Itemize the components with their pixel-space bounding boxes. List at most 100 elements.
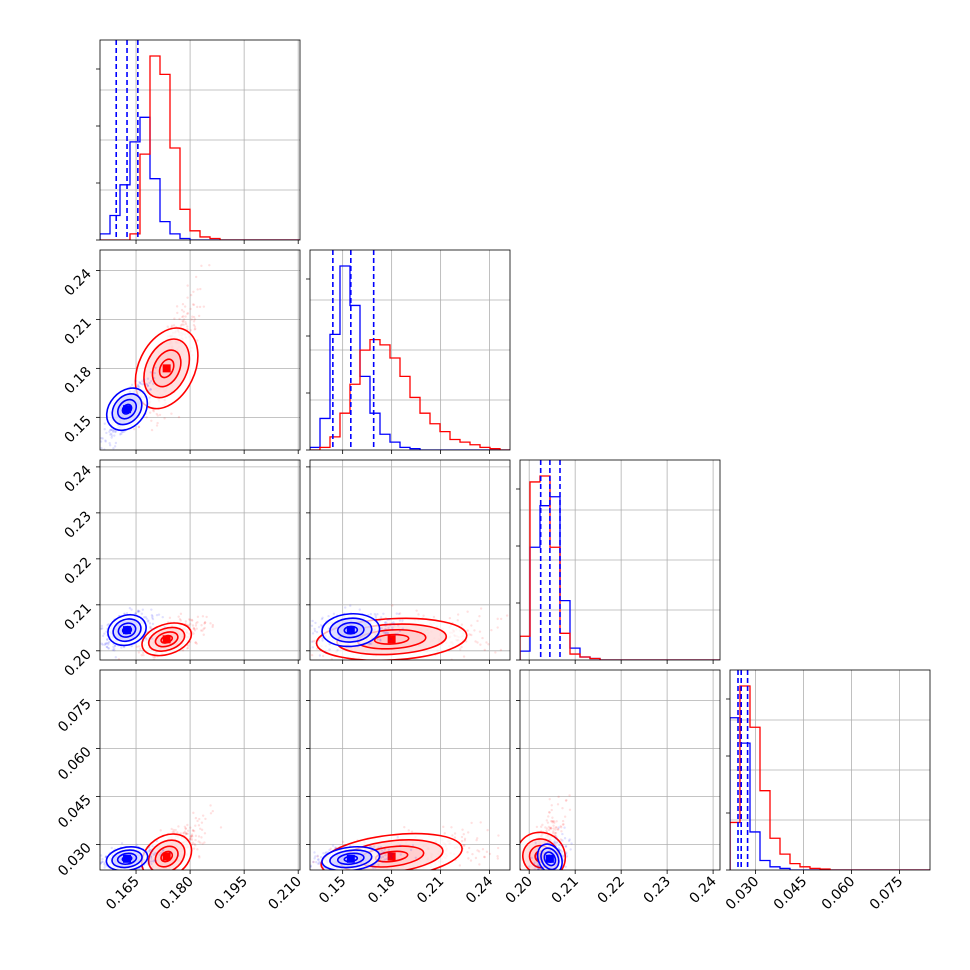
scatter-point xyxy=(113,878,115,880)
scatter-point xyxy=(190,835,193,838)
scatter-point xyxy=(188,618,191,621)
scatter-point xyxy=(330,658,334,660)
scatter-point xyxy=(184,321,187,324)
scatter-point xyxy=(100,862,102,865)
scatter-point xyxy=(409,848,413,852)
scatter-point xyxy=(148,848,151,852)
scatter-point xyxy=(197,840,200,843)
scatter-point xyxy=(463,844,466,847)
y-tick-label: 0.22 xyxy=(61,554,94,587)
y-tick-label: 0.24 xyxy=(61,462,94,495)
scatter-point xyxy=(316,862,320,865)
scatter-point xyxy=(317,639,320,642)
panel-frame xyxy=(729,669,931,871)
scatter-point xyxy=(392,621,395,624)
scatter-point xyxy=(219,826,223,829)
panel-frame xyxy=(99,39,301,241)
scatter-point xyxy=(553,842,557,846)
scatter-point xyxy=(382,631,385,634)
scatter-point xyxy=(182,315,185,318)
scatter-point xyxy=(318,654,322,657)
y-tick-label: 0.18 xyxy=(61,364,94,397)
scatter-point xyxy=(172,828,175,832)
scatter-point xyxy=(152,655,155,658)
scatter-point xyxy=(458,864,462,867)
scatter-point xyxy=(324,851,327,855)
scatter-point xyxy=(376,612,379,616)
scatter-point xyxy=(200,821,204,824)
scatter-point xyxy=(198,305,202,309)
scatter-point xyxy=(399,844,402,847)
scatter-point xyxy=(547,874,549,876)
scatter-point xyxy=(191,624,195,627)
scatter-point xyxy=(119,875,121,877)
y-tick-label: 0.21 xyxy=(61,315,94,348)
x-tick-label: 0.18 xyxy=(365,874,398,907)
scatter-point xyxy=(401,619,404,622)
scatter-point xyxy=(488,852,492,856)
scatter-point xyxy=(192,323,196,327)
scatter-point xyxy=(379,845,383,849)
x-tick-label: 0.23 xyxy=(641,874,674,907)
scatter-point xyxy=(146,377,150,380)
scatter-point xyxy=(460,623,464,626)
panel-0-0 xyxy=(96,39,301,244)
scatter-point xyxy=(383,848,387,851)
scatter-point xyxy=(136,385,140,388)
scatter-point xyxy=(565,852,568,856)
scatter-point xyxy=(313,851,316,854)
scatter-point xyxy=(403,825,406,829)
scatter-point xyxy=(317,858,320,861)
scatter-point xyxy=(188,618,192,621)
red-histogram xyxy=(730,685,930,870)
scatter-point xyxy=(108,430,111,433)
scatter-point xyxy=(189,835,192,838)
scatter-point xyxy=(321,654,325,658)
scatter-point xyxy=(443,832,446,835)
scatter-point xyxy=(486,828,489,832)
scatter-point xyxy=(161,615,164,619)
scatter-point xyxy=(546,871,548,873)
scatter-point xyxy=(193,325,197,328)
scatter-point xyxy=(548,826,552,830)
blue-histogram xyxy=(730,717,930,870)
scatter-point xyxy=(530,872,532,874)
scatter-point xyxy=(161,873,163,875)
scatter-point xyxy=(138,381,142,385)
scatter-point xyxy=(191,303,195,306)
scatter-point xyxy=(194,838,197,842)
scatter-point xyxy=(112,430,115,434)
scatter-point xyxy=(332,612,336,615)
scatter-point xyxy=(197,835,201,838)
scatter-point xyxy=(96,645,98,647)
scatter-point xyxy=(442,825,445,829)
scatter-point xyxy=(186,312,189,315)
scatter-point xyxy=(151,616,154,619)
scatter-point xyxy=(292,643,294,645)
scatter-point xyxy=(548,839,551,842)
scatter-point xyxy=(563,837,567,840)
scatter-point xyxy=(385,622,388,625)
scatter-point xyxy=(555,820,558,823)
scatter-point xyxy=(389,623,392,627)
scatter-point xyxy=(534,877,536,879)
panel-frame xyxy=(309,669,511,871)
scatter-point xyxy=(312,640,315,643)
scatter-point xyxy=(466,610,469,613)
scatter-point xyxy=(138,385,141,389)
scatter-point xyxy=(469,859,473,862)
grid xyxy=(310,250,510,450)
scatter-point xyxy=(315,630,319,634)
scatter-point xyxy=(485,850,489,854)
scatter-point xyxy=(565,851,568,854)
scatter-point xyxy=(194,824,197,827)
scatter-point xyxy=(476,619,479,623)
scatter-point xyxy=(343,606,347,609)
scatter-point xyxy=(192,290,195,294)
plot-area xyxy=(730,670,930,870)
scatter-point xyxy=(189,329,193,332)
scatter-point xyxy=(568,794,571,797)
scatter-point xyxy=(163,417,166,420)
scatter-point xyxy=(119,469,121,471)
